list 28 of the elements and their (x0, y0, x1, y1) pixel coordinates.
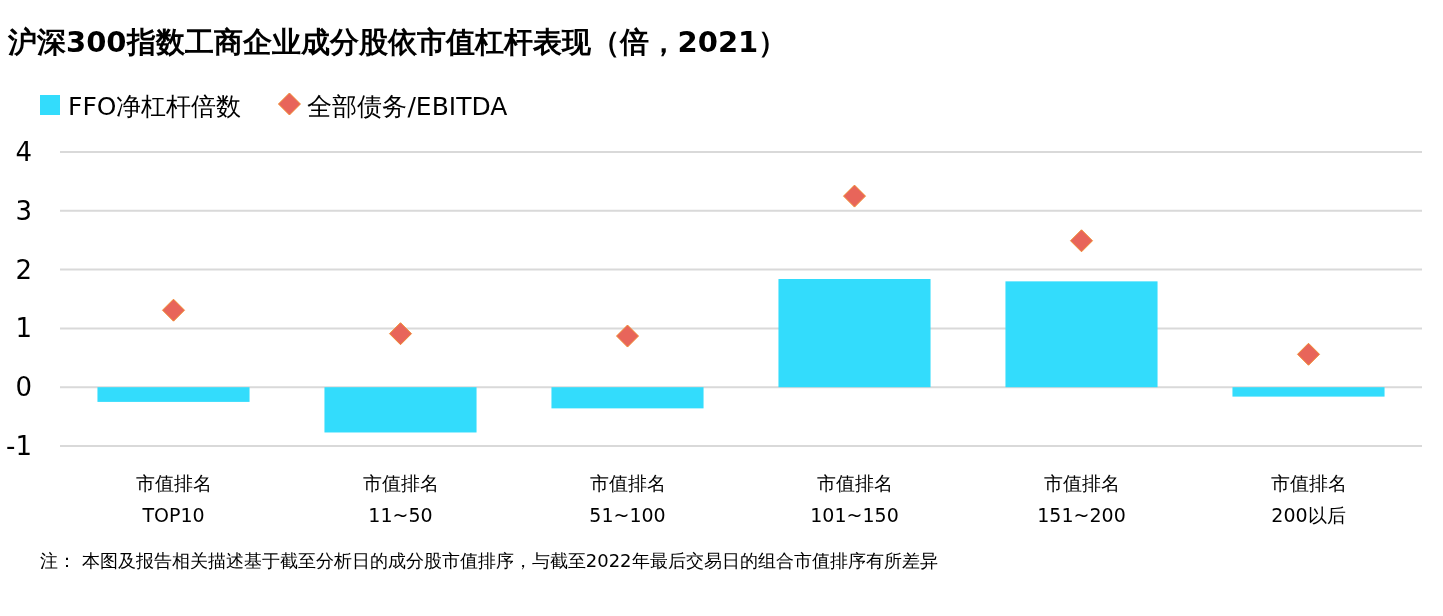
x-tick-label: 市值排名 51~100 (589, 472, 666, 526)
point (1297, 342, 1320, 366)
x-tick-label: 市值排名 151~200 (1037, 472, 1126, 526)
x-tick-label: 市值排名 TOP10 (135, 472, 212, 526)
bar (551, 387, 704, 409)
y-tick-label: 2 (15, 254, 32, 285)
point (843, 184, 866, 208)
bar (324, 387, 477, 433)
text: 注： 本图及报告相关描述基于截至分析日的成分股市值排序，与截至2022年最后交易日的组合市值排序有所差异 (40, 550, 938, 571)
y-tick-label: 0 (15, 372, 32, 403)
x-tick-label: 市值排名 11~50 (362, 472, 439, 526)
bar (1232, 387, 1385, 397)
bar (1005, 281, 1158, 388)
bar (778, 279, 931, 388)
y-tick-label: 1 (15, 313, 32, 344)
point (1070, 229, 1093, 253)
point (389, 322, 412, 346)
y-tick-label: -1 (6, 431, 32, 461)
y-tick-label: 4 (15, 137, 32, 167)
point (616, 324, 639, 348)
legend-label: 全部债务/EBITDA (307, 92, 508, 121)
y-tick-label: 3 (15, 195, 32, 226)
chart-title: 沪深300指数工商企业成分股依市值杠杆表现（倍，2021） (7, 25, 788, 59)
x-tick-label: 市值排名 101~150 (810, 472, 899, 526)
x-tick-label: 市值排名 200以后 (1270, 472, 1347, 526)
bar (97, 387, 250, 402)
point (162, 298, 185, 322)
legend-label: FFO净杠杆倍数 (68, 92, 242, 121)
